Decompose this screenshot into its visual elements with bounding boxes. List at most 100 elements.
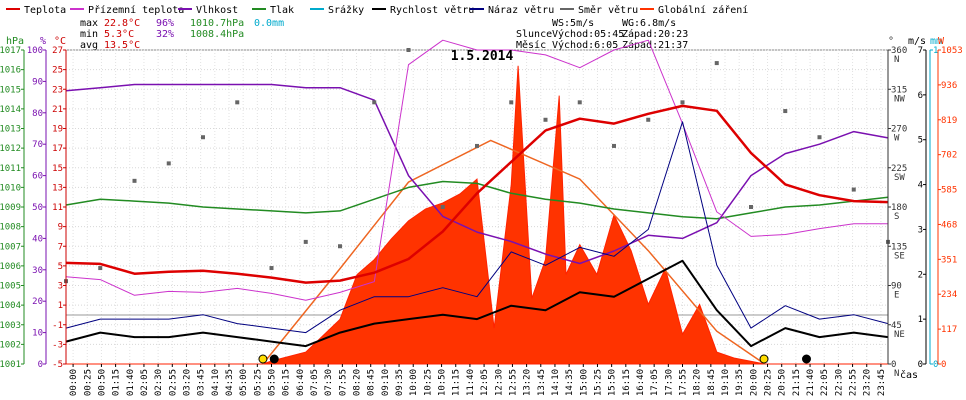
radiation-axis-tick-label: 585: [941, 186, 957, 196]
stat-value: 13.5°C: [104, 40, 140, 51]
temperature-axis-tick-label: 15: [52, 164, 63, 174]
humidity-line: [65, 83, 889, 265]
wind-direction-point: [783, 109, 788, 114]
wind-direction-point: [543, 117, 548, 122]
legend-label: Vlhkost: [196, 5, 238, 16]
pressure-axis-unit: hPa: [6, 36, 24, 47]
pressure-axis-tick-label: 1007: [0, 242, 21, 252]
x-tick-label: 22:30: [834, 369, 844, 396]
x-tick-label: 22:05: [820, 369, 830, 396]
humidity-axis-unit: %: [40, 36, 46, 47]
legend: Teplota Přízemní teplota Vlhkost Tlak Srážky…: [6, 4, 748, 16]
x-tick-label: 15:50: [608, 369, 618, 396]
stat-label: avg: [80, 40, 98, 51]
wind-speed-line: [65, 259, 889, 348]
direction-axis-cardinal: NE: [894, 330, 905, 340]
direction-axis-tick-label: 180: [891, 203, 907, 213]
x-tick-label: 04:35: [225, 369, 235, 396]
pressure-axis-tick-label: 1002: [0, 340, 21, 350]
pressure-axis-tick-label: 1017: [0, 46, 21, 56]
x-tick-label: 11:40: [466, 369, 476, 396]
humidity-axis-tick-label: 10: [32, 329, 43, 339]
x-tick-label: 03:20: [182, 369, 192, 396]
x-tick-label: 18:45: [707, 369, 717, 396]
direction-axis-cardinal: S: [894, 212, 899, 222]
legend-label: Tlak: [270, 5, 294, 16]
wind-direction-point: [680, 100, 685, 105]
stat-value: 5.3°C: [104, 29, 134, 40]
temperature-axis-tick-label: 1: [58, 301, 63, 311]
x-tick-label: 10:50: [438, 369, 448, 396]
humidity-axis-tick-label: 90: [32, 77, 43, 87]
radiation-axis-tick-label: 0: [941, 360, 946, 370]
direction-axis-cardinal: SE: [894, 251, 905, 261]
temperature-axis-unit: °C: [54, 36, 66, 47]
legend-label: Přízemní teplota: [88, 4, 184, 16]
temperature-axis-tick-label: 23: [52, 85, 63, 95]
temperature-line: [65, 104, 889, 284]
x-tick-label: 12:05: [480, 369, 490, 396]
x-axis-label: čas: [900, 369, 918, 381]
x-tick-label: 06:15: [282, 369, 292, 396]
ground-temperature-line: [65, 39, 888, 301]
radiation-axis-tick-label: 1053: [941, 46, 963, 56]
pressure-axis-tick-label: 1001: [0, 360, 21, 370]
wind-direction-point: [646, 117, 651, 122]
pressure-axis-tick-label: 1012: [0, 144, 21, 154]
direction-axis-tick-label: 135: [891, 242, 907, 252]
solar-radiation-area: [66, 65, 888, 365]
direction-axis-tick-label: 225: [891, 164, 907, 174]
x-tick-label: 00:50: [97, 369, 107, 396]
x-tick-label: 23:20: [863, 369, 873, 396]
temperature-axis-tick-label: 17: [52, 144, 63, 154]
x-tick-label: 08:45: [367, 369, 377, 396]
stat-value: 1010.7hPa: [190, 18, 244, 29]
direction-axis-tick-label: 90: [891, 282, 902, 292]
temperature-axis-tick-label: 19: [52, 125, 63, 135]
direction-axis-cardinal: W: [894, 134, 900, 144]
pressure-axis-tick-label: 1016: [0, 66, 21, 76]
direction-axis-cardinal: N: [894, 369, 899, 379]
temperature-axis-tick-label: -1: [52, 321, 63, 331]
wind-direction-point: [98, 266, 103, 271]
stat-label: min: [80, 29, 98, 40]
humidity-axis-tick-label: 70: [32, 140, 43, 150]
sun-moon-info: WS:5m/s WG:6.8m/s Slunce Východ:05:45Západ:…: [516, 18, 688, 51]
wind-axis-tick-label: 0: [918, 360, 923, 370]
x-tick-label: 20:00: [749, 369, 759, 396]
x-tick-label: 19:35: [735, 369, 745, 396]
pressure-axis-tick-label: 1004: [0, 301, 21, 311]
clear-sky-radiation-line: [262, 139, 766, 365]
x-tick-label: 00:00: [69, 369, 79, 396]
radiation-axis-tick-label: 702: [941, 151, 957, 161]
info-moon-label: Měsíc: [516, 39, 546, 51]
x-tick-label: 13:45: [537, 369, 547, 396]
x-tick-label: 02:30: [154, 369, 164, 396]
chart-title: 1.5.2014: [451, 49, 514, 64]
legend-label: Náraz větru: [488, 4, 554, 16]
wind-axis-tick-label: 7: [918, 46, 923, 56]
wind-direction-point: [338, 244, 342, 249]
radiation-axis-tick-label: 117: [941, 325, 957, 335]
temperature-axis-tick-label: 25: [52, 66, 63, 76]
wind-axis-unit: m/s: [908, 36, 926, 47]
stat-value: 32%: [156, 29, 174, 40]
wind-direction-point: [749, 205, 753, 209]
wind-direction-point: [406, 48, 411, 52]
wind-direction-point: [440, 205, 445, 209]
rain-axis-tick-label: 1: [933, 46, 938, 56]
pressure-axis-tick-label: 1014: [0, 105, 21, 115]
direction-axis-tick-label: 45: [891, 321, 902, 331]
x-tick-label: 23:45: [877, 369, 887, 396]
pressure-axis-tick-label: 1015: [0, 85, 21, 95]
info-moonrise: Východ:6:05: [552, 39, 618, 51]
direction-axis-cardinal: E: [894, 291, 899, 301]
pressure-axis-tick-label: 1011: [0, 164, 21, 174]
wind-axis-tick-label: 5: [918, 136, 923, 146]
temperature-axis-tick-label: -3: [52, 340, 63, 350]
stat-value: 0.0mm: [254, 18, 284, 29]
radiation-axis-tick-label: 468: [941, 220, 957, 230]
wind-direction-point: [577, 100, 582, 105]
temperature-axis-tick-label: 3: [58, 282, 63, 292]
